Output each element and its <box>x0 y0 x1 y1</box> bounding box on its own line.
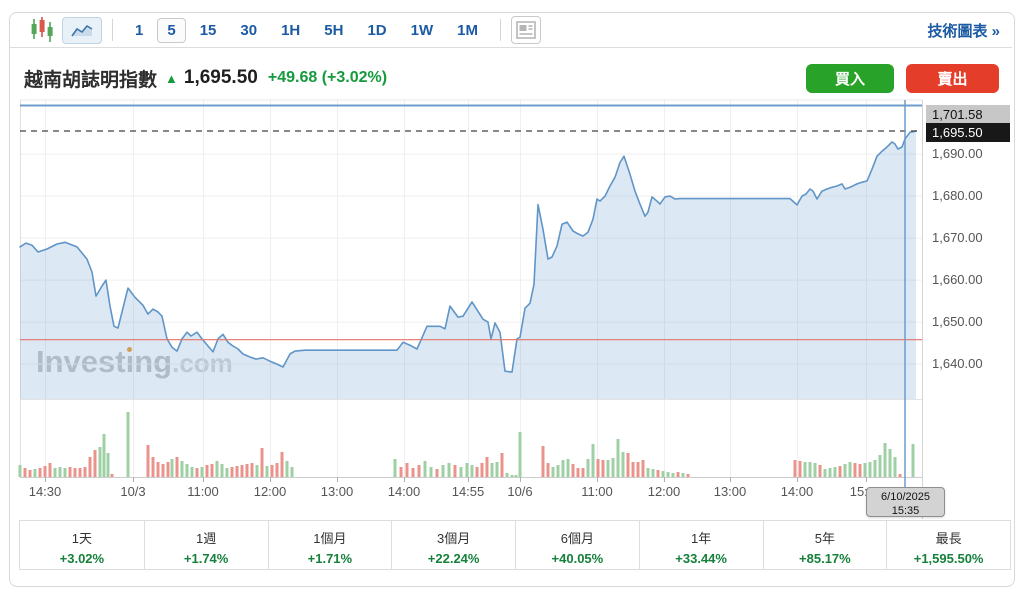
tooltip-date: 6/10/2025 <box>881 491 930 503</box>
performance-cell-2[interactable]: 1週 +1.74% <box>143 521 268 569</box>
performance-cell-4[interactable]: 3個月 +22.24% <box>391 521 515 569</box>
perf-period-label: 1週 <box>196 531 217 546</box>
x-axis-label: 11:00 <box>581 484 613 499</box>
line-chart-icon <box>71 24 93 36</box>
timeframe-30-button[interactable]: 30 <box>230 18 267 43</box>
timeframe-group: 1 5 15 30 1H 5H 1D 1W 1M <box>123 17 490 43</box>
performance-cell-7[interactable]: 5年 +85.17% <box>762 521 887 569</box>
perf-period-label: 1天 <box>71 531 92 546</box>
perf-period-value: +1.71% <box>307 551 353 566</box>
candlestick-chart-button[interactable] <box>22 12 62 48</box>
performance-cell-5[interactable]: 6個月 +40.05% <box>515 521 639 569</box>
perf-period-label: 3個月 <box>437 531 471 546</box>
candlestick-icon <box>31 17 53 42</box>
technical-chart-link[interactable]: 技術圖表 » <box>927 22 1000 40</box>
crosshair-price-label: 1,701.58 <box>926 105 1010 124</box>
y-axis-tick: 1,660.00 <box>932 272 983 288</box>
x-axis-label: 14:00 <box>780 484 814 499</box>
y-axis-tick: 1,640.00 <box>932 356 983 372</box>
performance-cell-1[interactable]: 1天 +3.02% <box>20 521 144 569</box>
performance-cell-6[interactable]: 1年 +33.44% <box>638 521 763 569</box>
perf-period-value: +1,595.50% <box>913 551 984 566</box>
timeframe-15-button[interactable]: 15 <box>190 18 227 43</box>
performance-table: 1天 +3.02% 1週 +1.74% 1個月 +1.71% 3個月 +22.24% 6個月 +4… <box>19 520 1011 570</box>
perf-period-label: 1年 <box>691 531 712 546</box>
news-icon <box>516 21 536 39</box>
timeframe-5-button[interactable]: 5 <box>157 17 186 43</box>
timeframe-1D-button[interactable]: 1D <box>357 18 396 43</box>
line-chart-button[interactable] <box>62 16 102 44</box>
instrument-name: 越南胡誌明指數 <box>24 69 158 91</box>
timeframe-1-button[interactable]: 1 <box>125 18 153 43</box>
x-axis-label: 13:00 <box>713 484 747 499</box>
x-axis-label: 11:00 <box>187 484 219 499</box>
timeframe-1W-button[interactable]: 1W <box>401 18 444 43</box>
perf-period-value: +22.24% <box>427 551 480 566</box>
y-axis-tick: 1,680.00 <box>932 188 983 204</box>
y-axis-tick: 1,690.00 <box>932 146 983 162</box>
y-axis-tick: 1,650.00 <box>932 314 983 330</box>
x-axis-label: 14:55 <box>451 484 485 499</box>
buy-button[interactable]: 買入 <box>806 64 894 93</box>
timeframe-5H-button[interactable]: 5H <box>314 18 353 43</box>
x-axis-label: 14:30 <box>28 484 62 499</box>
x-axis-label: 12:00 <box>253 484 287 499</box>
perf-period-value: +85.17% <box>799 551 851 566</box>
timeframe-1H-button[interactable]: 1H <box>271 18 310 43</box>
y-axis-tick: 1,670.00 <box>932 230 983 246</box>
up-arrow-icon: ▲ <box>165 70 178 86</box>
news-panel-button[interactable] <box>510 16 541 44</box>
price-change: +49.68 (+3.02%) <box>267 69 388 86</box>
x-axis-label: 13:00 <box>320 484 354 499</box>
last-price: 1,695.50 <box>183 67 258 88</box>
perf-period-label: 1個月 <box>313 531 347 546</box>
perf-period-label: 5年 <box>814 531 835 546</box>
timeframe-1M-button[interactable]: 1M <box>447 18 488 43</box>
performance-cell-8[interactable]: 最長 +1,595.50% <box>886 521 1010 569</box>
x-axis-label: 14:00 <box>387 484 421 499</box>
x-axis-label: 10/3 <box>120 484 146 499</box>
tooltip-time: 15:35 <box>891 505 920 517</box>
perf-period-label: 最長 <box>935 531 962 546</box>
widget-frame <box>9 12 1015 587</box>
performance-cell-3[interactable]: 1個月 +1.71% <box>267 521 392 569</box>
toolbar-divider <box>112 19 113 41</box>
sell-button[interactable]: 賣出 <box>906 64 999 93</box>
crosshair-time-tooltip: 6/10/2025 15:35 <box>866 487 945 517</box>
instrument-header: 越南胡誌明指數 ▲ 1,695.50 +49.68 (+3.02%) <box>24 63 387 93</box>
perf-period-value: +1.74% <box>183 551 229 566</box>
perf-period-value: +40.05% <box>551 551 604 566</box>
x-axis-label: 12:00 <box>647 484 681 499</box>
investing-watermark: Investıng.com <box>36 344 233 379</box>
last-price-axis-label: 1,695.50 <box>926 123 1010 142</box>
perf-period-label: 6個月 <box>560 531 594 546</box>
toolbar-divider <box>499 19 501 41</box>
perf-period-value: +3.02% <box>59 551 105 566</box>
perf-period-value: +33.44% <box>675 551 727 566</box>
chart-toolbar: 1 5 15 30 1H 5H 1D 1W 1M 技術圖表 » <box>10 13 1012 48</box>
x-axis-label: 10/6 <box>507 484 533 499</box>
